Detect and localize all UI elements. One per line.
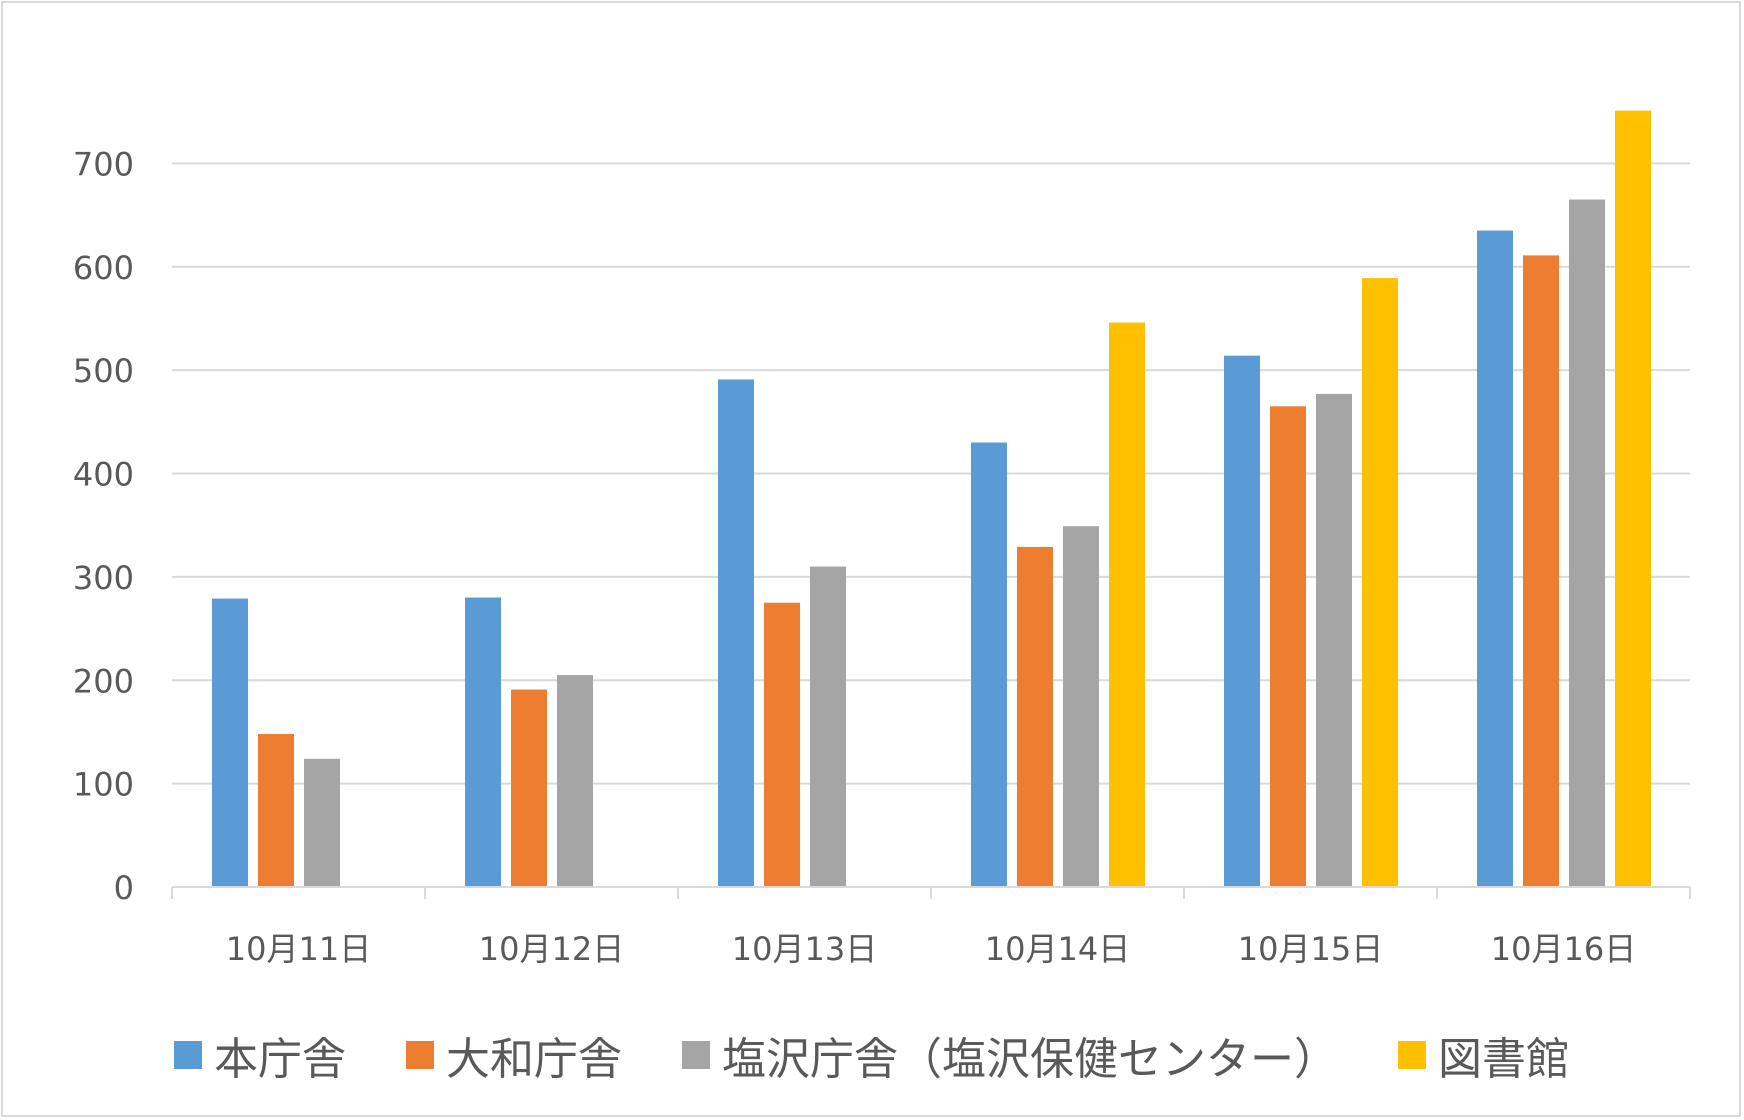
bar-1-5: [1224, 355, 1260, 888]
bar-1-3: [718, 379, 754, 887]
y-tick-label: 300: [73, 559, 134, 597]
y-tick-label: 700: [73, 145, 134, 183]
x-tick-label: 10月12日: [479, 930, 624, 968]
bar-2-1: [258, 734, 294, 887]
legend-label: 本庁舎: [214, 1034, 346, 1085]
x-tick-label: 10月15日: [1238, 930, 1383, 968]
x-tick-label: 10月16日: [1491, 930, 1636, 968]
legend-item: 塩沢庁舎（塩沢保健センター）: [682, 1023, 1338, 1087]
legend-swatch: [682, 1041, 710, 1069]
bar-1-6: [1477, 230, 1513, 888]
y-tick-label: 200: [73, 662, 134, 700]
x-axis-labels: 10月11日 10月12日 10月13日 10月14日 10月15日 10月16日: [226, 930, 1636, 968]
bar-1-4: [971, 442, 1007, 887]
y-tick-label: 500: [73, 352, 134, 390]
bar-4-4: [1109, 322, 1145, 887]
y-tick-label: 0: [114, 869, 134, 907]
bar-3-6: [1569, 199, 1605, 887]
x-tick-label: 10月14日: [985, 930, 1130, 968]
legend-item: 本庁舎: [174, 1023, 346, 1087]
y-tick-label: 400: [73, 456, 134, 494]
legend-swatch: [406, 1041, 434, 1069]
legend-label: 大和庁舎: [446, 1034, 622, 1085]
legend-label: 図書館: [1438, 1034, 1570, 1085]
bar-4-6: [1615, 110, 1651, 887]
bar-2-2: [511, 689, 547, 887]
legend-item: 図書館: [1398, 1023, 1570, 1087]
y-tick-label: 100: [73, 766, 134, 804]
bars: [212, 110, 1651, 888]
bar-3-1: [304, 758, 340, 887]
bar-2-6: [1523, 255, 1559, 887]
bar-3-5: [1316, 393, 1352, 887]
bar-3-4: [1063, 526, 1099, 887]
bar-4-5: [1362, 278, 1398, 888]
bar-2-5: [1270, 406, 1306, 887]
legend-label: 塩沢庁舎（塩沢保健センター）: [722, 1034, 1338, 1085]
bar-3-3: [810, 566, 846, 887]
bar-1-1: [212, 598, 248, 887]
legend: 本庁舎 大和庁舎 塩沢庁舎（塩沢保健センター） 図書館: [0, 1020, 1744, 1090]
legend-item: 大和庁舎: [406, 1023, 622, 1087]
y-tick-label: 600: [73, 249, 134, 287]
gridlines: [172, 162, 1690, 785]
x-tick-label: 10月13日: [732, 930, 877, 968]
x-tick-label: 10月11日: [226, 930, 371, 968]
y-axis-ticks: 0 100 200 300 400 500 600 700: [73, 145, 134, 907]
legend-swatch: [174, 1041, 202, 1069]
bar-3-2: [557, 675, 593, 887]
bar-2-3: [764, 602, 800, 887]
legend-swatch: [1398, 1041, 1426, 1069]
x-axis: [171, 886, 1691, 899]
bar-1-2: [465, 597, 501, 887]
bar-2-4: [1017, 546, 1053, 887]
